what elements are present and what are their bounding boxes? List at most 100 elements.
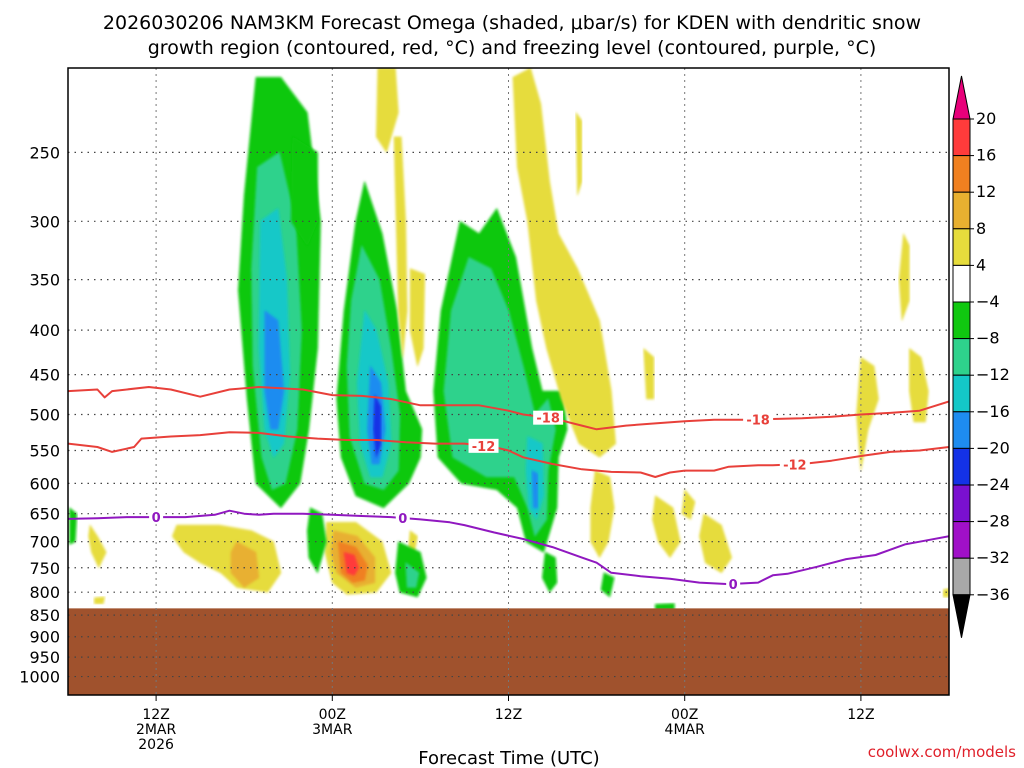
colorbar-bin — [952, 264, 971, 303]
contour-label: -18 — [536, 412, 560, 427]
y-tick-label: 650 — [29, 505, 60, 524]
contour-label: 0 — [152, 511, 161, 526]
x-tick-label: 12Z — [847, 707, 874, 723]
colorbar-top-triangle — [952, 75, 971, 120]
contour-line — [68, 509, 949, 586]
colorbar-label: −32 — [976, 548, 1010, 567]
colorbar-bin — [952, 447, 971, 486]
x-tick-label: 2026 — [138, 737, 174, 753]
contour-label-bg — [779, 457, 810, 472]
omega-region-28 — [699, 513, 732, 574]
y-tick-label: 600 — [29, 474, 60, 493]
y-tick-label: 900 — [29, 628, 60, 647]
colorbar-label: 12 — [976, 182, 996, 201]
y-tick-label: 700 — [29, 533, 60, 552]
omega-region-42 — [290, 136, 318, 246]
contour--12: -12 -12 — [68, 431, 949, 478]
y-tick-label: 400 — [29, 321, 60, 340]
colorbar-bin — [952, 557, 971, 596]
source-credit: coolwx.com/models — [868, 743, 1016, 761]
x-tick-label: 12Z — [495, 707, 522, 723]
temperature-contours: -18 -18 -12 -12 0 0 0 — [68, 386, 949, 593]
y-tick-label: 800 — [29, 583, 60, 602]
colorbar-bin — [952, 228, 971, 266]
x-tick-label: 3MAR — [312, 722, 353, 738]
grid-lines — [68, 68, 949, 695]
y-tick-label: 350 — [29, 271, 60, 290]
omega-region-15 — [230, 541, 260, 588]
omega-region-13 — [531, 470, 539, 509]
omega-region-29 — [643, 348, 655, 400]
omega-region-39 — [600, 572, 615, 598]
colorbar-bin — [952, 521, 971, 559]
colorbar-bin — [952, 374, 971, 413]
y-tick-label: 750 — [29, 559, 60, 578]
colorbar: 20 16 12 8 4 −4 −8 −12 −16 −20 −24 −28 −32 −36 — [952, 75, 1010, 638]
omega-region-33 — [88, 524, 107, 569]
omega-region-23 — [512, 68, 616, 458]
omega-region-21 — [409, 268, 426, 367]
x-tick-label: 00Z — [671, 707, 698, 723]
colorbar-label: −24 — [976, 475, 1010, 494]
y-tick-label: 850 — [29, 606, 60, 625]
contour-label: -12 — [783, 458, 807, 473]
colorbar-bin — [952, 411, 971, 449]
omega-region-4 — [264, 310, 285, 430]
colorbar-label: 16 — [976, 146, 996, 165]
colorbar-bin — [952, 118, 971, 157]
omega-region-43 — [94, 596, 105, 605]
x-tick-label: 2MAR — [136, 722, 177, 738]
colorbar-bin — [952, 338, 971, 376]
colorbar-label: 4 — [976, 255, 986, 274]
omega-region-9 — [373, 394, 382, 458]
y-tick-label: 300 — [29, 212, 60, 231]
y-tick-label: 450 — [29, 366, 60, 385]
y-tick-label: 950 — [29, 648, 60, 667]
colorbar-label: −12 — [976, 365, 1010, 384]
chart-title-line-2: growth region (contoured, red, °C) and f… — [148, 37, 877, 59]
chart-title-line-1: 2026030206 NAM3KM Forecast Omega (shaded… — [103, 12, 921, 34]
contour-label-bg — [149, 510, 164, 525]
omega-region-24 — [575, 112, 583, 196]
y-axis-ticks: 250 300 350 400 450 500 550 600 650 700 750 800 850 9… — [19, 143, 60, 686]
omega-region-31 — [909, 348, 929, 423]
colorbar-label: −16 — [976, 402, 1010, 421]
contour-line — [68, 431, 949, 478]
colorbar-label: −20 — [976, 438, 1010, 457]
omega-region-38 — [542, 552, 558, 593]
contour-label-bg — [743, 412, 774, 427]
x-tick-label: 12Z — [142, 707, 169, 723]
omega-shading — [69, 68, 949, 610]
plot-area: -18 -18 -12 -12 0 0 0 — [68, 68, 949, 695]
contour-label-bg — [395, 511, 410, 526]
omega-region-20 — [393, 136, 408, 358]
y-tick-label: 1000 — [19, 668, 60, 687]
contour-line — [68, 386, 949, 431]
omega-region-32 — [898, 233, 910, 321]
colorbar-label: −4 — [976, 292, 1000, 311]
colorbar-label: −28 — [976, 512, 1010, 531]
colorbar-bin — [952, 155, 971, 193]
omega-region-27 — [681, 489, 696, 520]
contour-label: 0 — [729, 578, 738, 593]
colorbar-bin — [952, 484, 971, 523]
y-tick-label: 500 — [29, 405, 60, 424]
contour--18: -18 -18 — [68, 386, 949, 431]
colorbar-bin — [952, 301, 971, 340]
colorbar-label: −36 — [976, 585, 1010, 604]
colorbar-label: 20 — [976, 109, 996, 128]
x-tick-label: 00Z — [319, 707, 346, 723]
contour-label-bg — [726, 576, 741, 591]
x-axis-label: Forecast Time (UTC) — [418, 748, 599, 768]
contour-0: 0 0 0 — [68, 509, 949, 593]
contour-label-bg — [468, 438, 499, 453]
y-tick-label: 250 — [29, 143, 60, 162]
y-tick-label: 550 — [29, 442, 60, 461]
colorbar-bottom-triangle — [952, 594, 971, 638]
omega-region-37 — [405, 562, 420, 588]
contour-label-bg — [533, 410, 564, 425]
colorbar-label: −8 — [976, 329, 1000, 348]
colorbar-bin — [952, 191, 971, 230]
